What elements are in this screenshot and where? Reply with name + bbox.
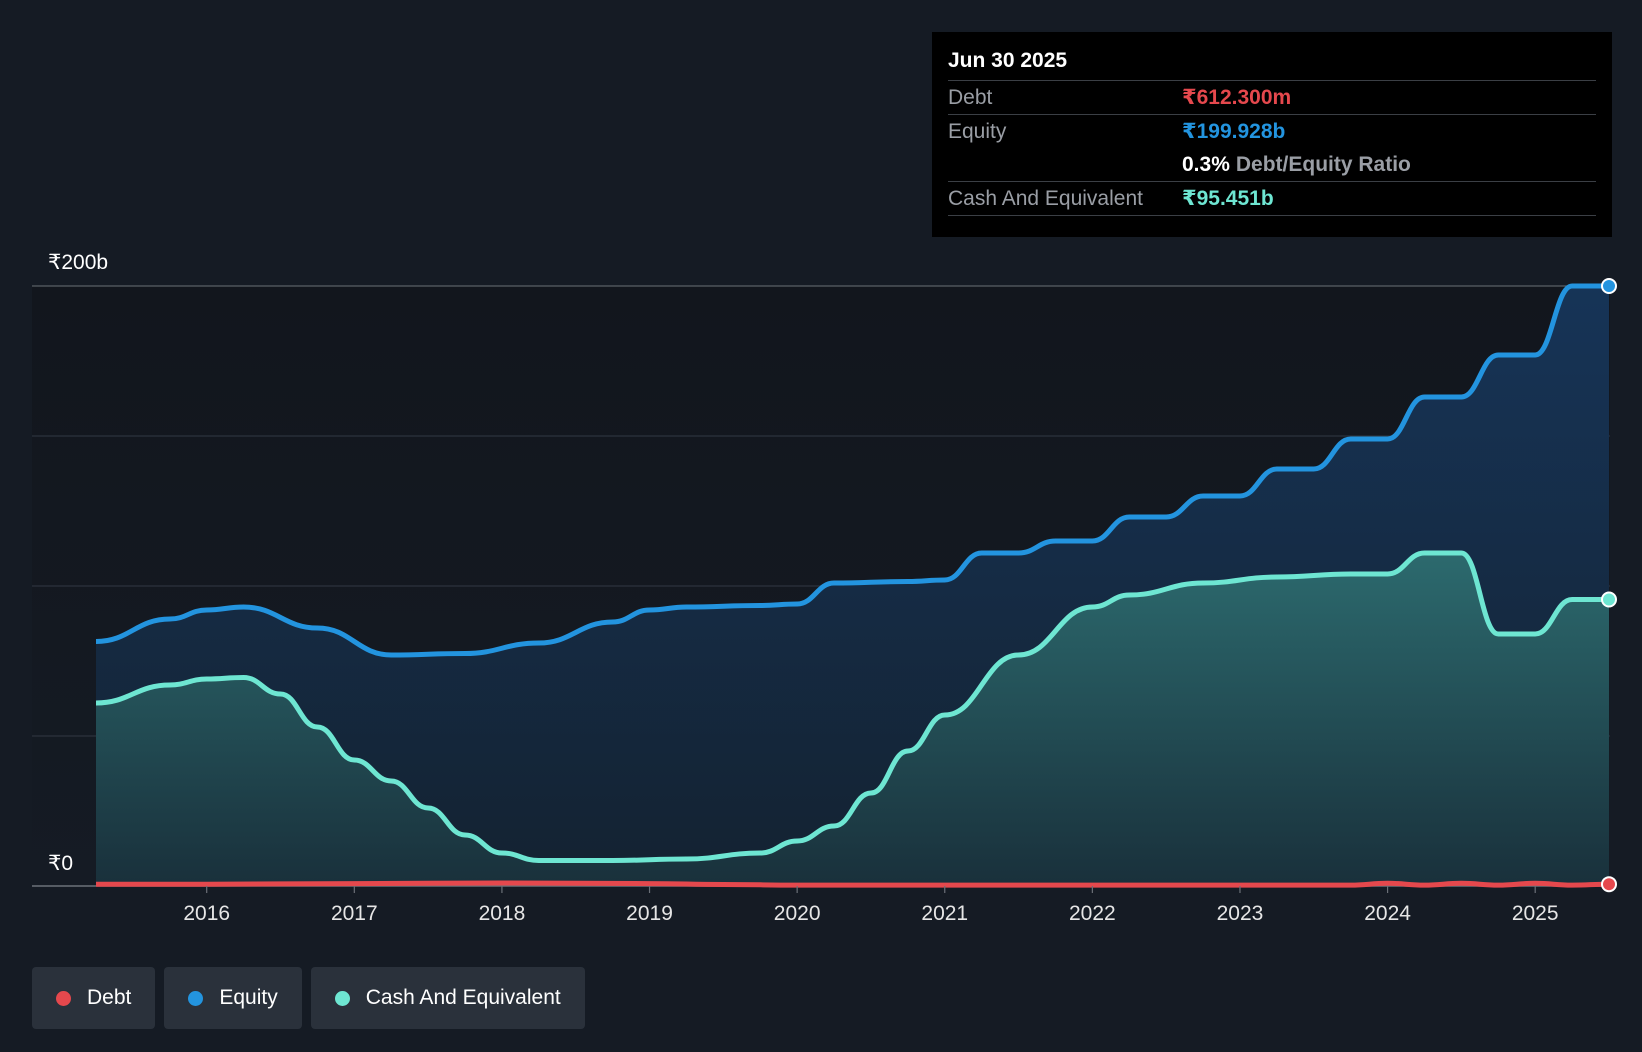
tooltip-debt-row: Debt ₹612.300m bbox=[948, 81, 1596, 115]
x-tick-label: 2024 bbox=[1364, 902, 1411, 925]
end-marker-debt bbox=[1601, 876, 1617, 893]
y-tick-label-top: ₹200b bbox=[48, 251, 108, 274]
legend-item-debt[interactable]: Debt bbox=[32, 967, 156, 1029]
tooltip-cash-label: Cash And Equivalent bbox=[948, 187, 1143, 210]
x-tick-label: 2020 bbox=[774, 902, 821, 925]
x-tick-label: 2022 bbox=[1069, 902, 1116, 925]
x-tick-label: 2016 bbox=[183, 902, 230, 925]
cash-dot-icon bbox=[334, 990, 350, 1006]
tooltip-ratio-spacer bbox=[948, 148, 1182, 181]
debt-series-line bbox=[95, 880, 1610, 888]
legend: Debt Equity Cash And Equivalent bbox=[32, 967, 585, 1029]
tooltip-equity-label: Equity bbox=[948, 120, 1007, 143]
tooltip-date: Jun 30 2025 bbox=[948, 46, 1596, 81]
tooltip-ratio-label: Debt/Equity Ratio bbox=[1235, 153, 1411, 176]
x-tick-label: 2023 bbox=[1217, 902, 1264, 925]
y-tick-label-zero: ₹0 bbox=[48, 852, 73, 875]
legend-item-cash[interactable]: Cash And Equivalent bbox=[310, 967, 585, 1029]
legend-equity-label: Equity bbox=[219, 986, 278, 1009]
tooltip-panel: Jun 30 2025 Debt ₹612.300m Equity ₹199.9… bbox=[932, 32, 1612, 237]
tooltip-debt-label: Debt bbox=[948, 86, 993, 109]
cash-area bbox=[96, 553, 1609, 886]
end-markers bbox=[1601, 278, 1617, 893]
x-axis-ticks: 2016 2017 2018 2019 2020 2021 2022 2023 2024 2025 bbox=[183, 886, 1559, 925]
end-marker-equity bbox=[1601, 278, 1617, 294]
tooltip-ratio-value: 0.3% bbox=[1182, 153, 1230, 176]
cash-series-line bbox=[95, 550, 1609, 863]
x-tick-label: 2021 bbox=[921, 902, 968, 925]
tooltip-debt-value: ₹612.300m bbox=[1182, 86, 1292, 109]
end-marker-cash-and-equivalent bbox=[1601, 591, 1617, 608]
x-tick-label: 2025 bbox=[1512, 902, 1559, 925]
debt-dot-icon bbox=[56, 990, 71, 1006]
x-tick-label: 2017 bbox=[331, 902, 378, 925]
tooltip-cash-value: ₹95.451b bbox=[1182, 187, 1274, 210]
equity-dot-icon bbox=[188, 990, 204, 1006]
x-tick-label: 2018 bbox=[479, 902, 526, 925]
legend-cash-label: Cash And Equivalent bbox=[365, 986, 561, 1009]
tooltip-ratio-row: 0.3% Debt/Equity Ratio bbox=[948, 148, 1596, 182]
tooltip-cash-row: Cash And Equivalent ₹95.451b bbox=[948, 182, 1596, 216]
tooltip-equity-row: Equity ₹199.928b bbox=[948, 115, 1596, 148]
tooltip-equity-value: ₹199.928b bbox=[1182, 120, 1286, 143]
legend-debt-label: Debt bbox=[87, 986, 132, 1009]
legend-item-equity[interactable]: Equity bbox=[164, 967, 302, 1029]
equity-series-line bbox=[95, 283, 1609, 658]
x-tick-label: 2019 bbox=[626, 902, 673, 925]
